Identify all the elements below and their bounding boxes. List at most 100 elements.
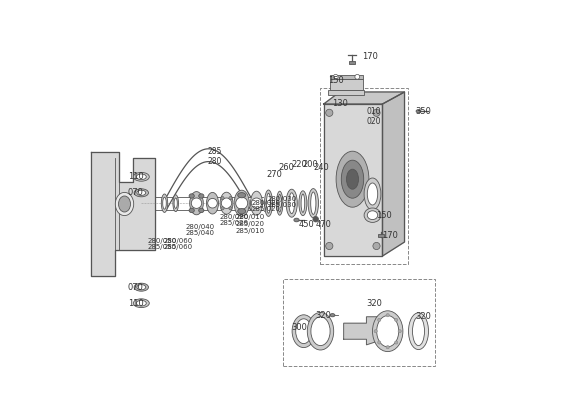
Text: 150: 150 [376,211,392,220]
Ellipse shape [174,198,177,208]
Text: 280/010
285/020
285/010: 280/010 285/020 285/010 [236,214,265,234]
Polygon shape [90,152,154,276]
Ellipse shape [311,192,316,214]
Circle shape [236,197,248,209]
Text: 280/060
285/060: 280/060 285/060 [164,238,193,250]
Bar [328,90,365,95]
Circle shape [251,198,261,208]
Text: 470: 470 [316,220,332,229]
Circle shape [374,330,378,333]
Text: 280/020
285/020: 280/020 285/020 [252,200,281,212]
Text: 240: 240 [313,163,329,172]
Ellipse shape [162,194,168,212]
Bar [320,88,408,264]
Ellipse shape [367,211,378,220]
Text: 280/020
285/020: 280/020 285/020 [220,214,249,226]
Ellipse shape [336,151,369,207]
Circle shape [333,74,338,79]
Circle shape [221,196,224,200]
Bar [330,79,363,90]
Text: 070: 070 [128,283,144,292]
Text: 110: 110 [128,172,144,181]
Circle shape [221,198,232,208]
Ellipse shape [277,191,283,215]
Ellipse shape [330,314,335,317]
Ellipse shape [173,195,178,212]
Circle shape [394,318,398,322]
Text: 260: 260 [278,163,294,172]
Text: 300: 300 [292,323,307,332]
Text: 110: 110 [128,299,144,308]
Ellipse shape [136,300,146,306]
Ellipse shape [307,312,334,350]
Ellipse shape [137,285,146,290]
Ellipse shape [376,316,399,347]
Ellipse shape [189,194,194,198]
Ellipse shape [238,209,246,214]
Ellipse shape [308,189,319,218]
Ellipse shape [299,191,307,216]
Text: 130: 130 [332,99,348,108]
Ellipse shape [286,189,297,217]
Bar [283,279,435,366]
Ellipse shape [408,313,429,350]
Text: 200: 200 [302,160,318,169]
Text: 450: 450 [298,220,314,229]
Text: 270: 270 [266,170,282,178]
Bar [378,234,384,237]
Circle shape [398,330,401,333]
Bar [348,61,355,64]
Ellipse shape [134,283,149,291]
Circle shape [326,109,333,116]
Ellipse shape [189,208,194,213]
Circle shape [221,207,224,210]
Text: 350: 350 [416,107,431,116]
Text: 280/040
285/040: 280/040 285/040 [185,224,214,236]
Ellipse shape [311,317,330,346]
Ellipse shape [163,197,166,209]
Ellipse shape [238,192,246,198]
Ellipse shape [220,192,233,214]
Circle shape [378,341,381,344]
Ellipse shape [266,193,270,213]
Ellipse shape [116,192,134,216]
Circle shape [378,318,381,322]
Circle shape [373,242,380,250]
Text: 280/030
285/030: 280/030 285/030 [268,196,297,208]
Text: 320: 320 [316,311,332,320]
Polygon shape [344,317,384,345]
Ellipse shape [137,190,146,195]
Text: 320: 320 [366,299,383,308]
Ellipse shape [134,299,149,308]
Circle shape [386,346,389,349]
Ellipse shape [294,218,299,222]
Ellipse shape [206,192,218,214]
Ellipse shape [289,193,295,214]
Ellipse shape [373,311,403,352]
Circle shape [229,196,232,200]
Circle shape [373,109,380,116]
Ellipse shape [190,192,203,215]
Ellipse shape [251,191,263,215]
Text: 285
280: 285 280 [208,147,222,166]
Ellipse shape [278,194,281,212]
Ellipse shape [264,190,273,216]
Circle shape [386,314,389,317]
Circle shape [229,207,232,210]
Circle shape [313,216,319,222]
Ellipse shape [134,172,149,181]
Ellipse shape [292,315,315,348]
Circle shape [326,242,333,250]
Ellipse shape [364,208,381,222]
Circle shape [355,74,360,79]
Ellipse shape [364,178,381,210]
Ellipse shape [134,189,149,197]
Text: 320: 320 [416,312,431,321]
Bar [330,75,363,79]
Ellipse shape [118,196,131,212]
Text: 070: 070 [128,188,144,197]
Ellipse shape [296,319,312,344]
Ellipse shape [199,208,204,213]
Text: 220: 220 [292,160,307,169]
Circle shape [191,198,202,208]
